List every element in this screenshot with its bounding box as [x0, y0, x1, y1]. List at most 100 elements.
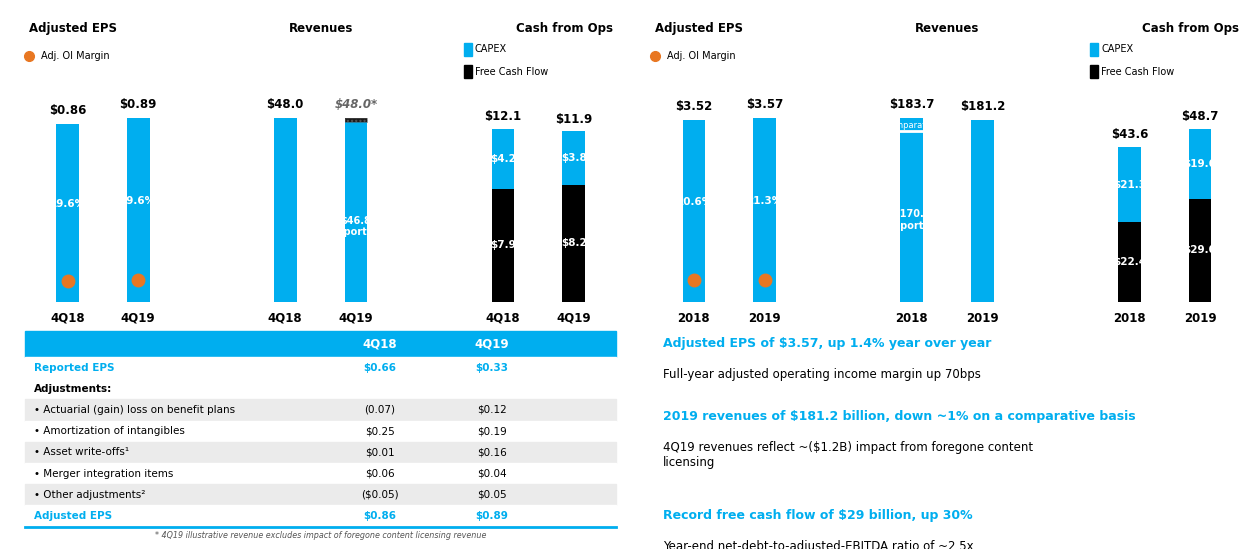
Text: Cash from Ops: Cash from Ops: [1142, 22, 1239, 35]
Text: • Asset write-offs¹: • Asset write-offs¹: [34, 447, 129, 457]
Text: 2019 Full-Year Highlights: 2019 Full-Year Highlights: [840, 0, 1054, 15]
Text: $0.89: $0.89: [119, 98, 157, 111]
Bar: [1118, 222, 1141, 302]
Text: $0.05: $0.05: [477, 490, 507, 500]
Text: $4.2: $4.2: [489, 154, 516, 164]
Bar: [562, 185, 585, 302]
Text: $183.7: $183.7: [889, 98, 934, 111]
Text: $7.9: $7.9: [489, 240, 516, 250]
Bar: [1091, 43, 1098, 55]
Bar: [753, 117, 776, 302]
Text: $0.33: $0.33: [476, 362, 508, 373]
Text: Record free cash flow of $29 billion, up 30%: Record free cash flow of $29 billion, up…: [664, 509, 973, 522]
Text: 4Q19: 4Q19: [474, 338, 510, 351]
Text: $8.2: $8.2: [561, 238, 586, 248]
Text: $3.57: $3.57: [745, 98, 783, 111]
Bar: [345, 122, 368, 302]
Text: • Amortization of intangibles: • Amortization of intangibles: [34, 426, 184, 436]
Bar: [971, 120, 994, 302]
Text: $0.19: $0.19: [477, 426, 507, 436]
Text: Comparative: Comparative: [885, 121, 939, 130]
Bar: [25, 331, 616, 357]
Bar: [900, 117, 922, 302]
Text: CAPEX: CAPEX: [1101, 44, 1133, 54]
Text: 2019 revenues of $181.2 billion, down ~1% on a comparative basis: 2019 revenues of $181.2 billion, down ~1…: [664, 410, 1136, 423]
Text: 21.3%: 21.3%: [747, 195, 783, 206]
Text: $0.04: $0.04: [477, 469, 507, 479]
Text: $0.01: $0.01: [365, 447, 394, 457]
Text: * 4Q19 illustrative revenue excludes impact of foregone content licensing revenu: * 4Q19 illustrative revenue excludes imp…: [154, 531, 486, 540]
Text: $22.4: $22.4: [1113, 257, 1146, 267]
Bar: [492, 129, 515, 189]
Text: $170.8
Reported: $170.8 Reported: [886, 209, 937, 231]
Bar: [25, 399, 616, 421]
Text: Adjustments:: Adjustments:: [34, 384, 112, 394]
Text: $0.06: $0.06: [365, 469, 394, 479]
Text: $3.52: $3.52: [675, 100, 713, 113]
Text: 4Q18: 4Q18: [363, 338, 397, 351]
Text: Cash from Ops: Cash from Ops: [516, 22, 612, 35]
Text: Full-year adjusted operating income margin up 70bps: Full-year adjusted operating income marg…: [664, 368, 981, 382]
Text: Year-end net-debt-to-adjusted-EBITDA ratio of ~2.5x: Year-end net-debt-to-adjusted-EBITDA rat…: [664, 540, 974, 549]
Bar: [464, 43, 472, 55]
Text: $48.0: $48.0: [266, 98, 304, 111]
Text: $19.6: $19.6: [1183, 159, 1216, 169]
Text: $11.9: $11.9: [555, 113, 592, 126]
Text: (0.07): (0.07): [364, 405, 395, 415]
Bar: [1188, 199, 1211, 302]
Text: $29.0: $29.0: [1183, 245, 1216, 255]
Text: 19.6%: 19.6%: [120, 195, 157, 206]
Text: $46.8
reported: $46.8 reported: [331, 216, 380, 237]
Text: • Other adjustments²: • Other adjustments²: [34, 490, 146, 500]
Text: $181.2: $181.2: [960, 100, 1005, 113]
Text: ($0.05): ($0.05): [361, 490, 399, 500]
Text: • Actuarial (gain) loss on benefit plans: • Actuarial (gain) loss on benefit plans: [34, 405, 235, 415]
Text: Revenues: Revenues: [915, 22, 979, 35]
Text: 20.6%: 20.6%: [675, 197, 712, 207]
Bar: [127, 117, 149, 302]
Text: $12.1: $12.1: [484, 110, 522, 123]
Text: $21.3: $21.3: [1113, 180, 1146, 189]
Bar: [25, 506, 616, 526]
Text: Free Cash Flow: Free Cash Flow: [1101, 66, 1175, 76]
Text: CAPEX: CAPEX: [474, 44, 507, 54]
Bar: [464, 65, 472, 78]
Text: $0.86: $0.86: [49, 104, 87, 117]
Bar: [345, 117, 368, 122]
Text: $0.86: $0.86: [363, 511, 397, 521]
Text: $43.6: $43.6: [1111, 128, 1148, 141]
Text: $0.25: $0.25: [365, 426, 394, 436]
Bar: [1091, 65, 1098, 78]
Bar: [562, 131, 585, 185]
Bar: [683, 120, 705, 302]
Text: Adjusted EPS: Adjusted EPS: [655, 22, 743, 35]
Bar: [1118, 147, 1141, 222]
Bar: [345, 117, 368, 122]
Text: Adjusted EPS: Adjusted EPS: [34, 511, 112, 521]
Bar: [25, 463, 616, 484]
Text: Adjusted EPS: Adjusted EPS: [29, 22, 117, 35]
Text: Adjusted EPS of $3.57, up 1.4% year over year: Adjusted EPS of $3.57, up 1.4% year over…: [664, 337, 991, 350]
Bar: [1188, 130, 1211, 199]
Text: $48.0*: $48.0*: [334, 98, 378, 111]
Text: Free Cash Flow: Free Cash Flow: [474, 66, 548, 76]
Bar: [492, 189, 515, 302]
Text: Reported EPS: Reported EPS: [34, 362, 114, 373]
Text: $0.66: $0.66: [363, 362, 397, 373]
Bar: [25, 378, 616, 399]
Bar: [274, 117, 296, 302]
Text: 4Q19: 4Q19: [299, 0, 343, 15]
Bar: [25, 442, 616, 463]
Text: $0.16: $0.16: [477, 447, 507, 457]
Text: 19.6%: 19.6%: [49, 199, 85, 209]
Text: $0.12: $0.12: [477, 405, 507, 415]
Text: $48.7: $48.7: [1181, 110, 1219, 123]
Bar: [56, 124, 79, 302]
Text: 4Q19 revenues reflect ~($1.2B) impact from foregone content
licensing: 4Q19 revenues reflect ~($1.2B) impact fr…: [664, 441, 1033, 469]
Text: $0.89: $0.89: [476, 511, 508, 521]
Bar: [25, 484, 616, 506]
Text: Adj. OI Margin: Adj. OI Margin: [668, 51, 735, 60]
Text: • Merger integration items: • Merger integration items: [34, 469, 173, 479]
Bar: [25, 357, 616, 378]
Text: Revenues: Revenues: [289, 22, 353, 35]
